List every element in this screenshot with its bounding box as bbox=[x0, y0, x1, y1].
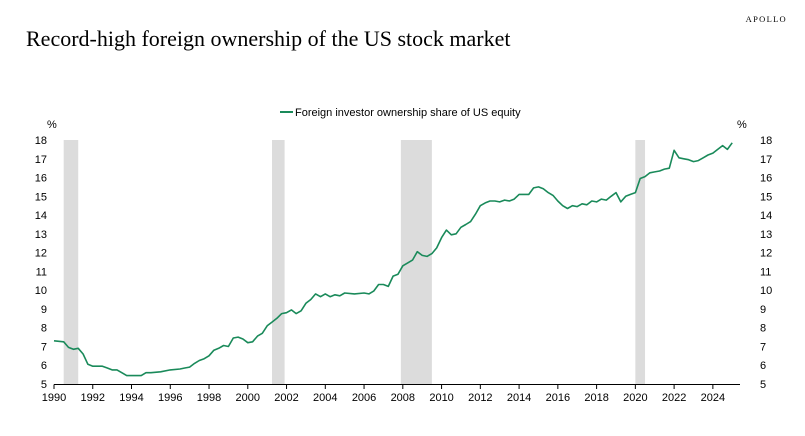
series-line bbox=[53, 142, 733, 377]
y-tick-label-left: 5 bbox=[41, 379, 47, 391]
x-tick-label: 1996 bbox=[158, 392, 182, 404]
legend-label: Foreign investor ownership share of US e… bbox=[295, 107, 521, 119]
x-tick-label: 2006 bbox=[352, 392, 376, 404]
y-tick-label-right: 12 bbox=[760, 248, 772, 260]
y-tick-label-right: 14 bbox=[760, 210, 772, 222]
x-tick-label: 1990 bbox=[42, 392, 66, 404]
x-tick-label: 2012 bbox=[468, 392, 492, 404]
y-tick-label-left: 8 bbox=[41, 323, 47, 335]
legend: Foreign investor ownership share of US e… bbox=[280, 107, 521, 119]
x-tick-label: 2018 bbox=[584, 392, 608, 404]
x-tick-label: 2010 bbox=[429, 392, 453, 404]
y-tick-label-left: 6 bbox=[41, 360, 47, 372]
y-axis-unit-right: % bbox=[737, 119, 747, 131]
y-tick-label-left: 10 bbox=[35, 285, 47, 297]
y-tick-label-right: 16 bbox=[760, 173, 772, 185]
recession-bands bbox=[63, 140, 646, 384]
y-tick-label-right: 8 bbox=[760, 323, 766, 335]
x-tick-label: 2000 bbox=[236, 392, 260, 404]
brand-logo: APOLLO bbox=[745, 14, 787, 24]
x-tick-label: 2004 bbox=[313, 392, 337, 404]
y-tick-label-left: 7 bbox=[41, 341, 47, 353]
y-tick-label-left: 13 bbox=[35, 229, 47, 241]
y-tick-label-right: 15 bbox=[760, 191, 772, 203]
y-tick-label-right: 5 bbox=[760, 379, 766, 391]
x-tick-label: 1994 bbox=[119, 392, 143, 404]
recession-band bbox=[400, 140, 432, 384]
x-tick-label: 2020 bbox=[623, 392, 647, 404]
y-tick-label-left: 16 bbox=[35, 173, 47, 185]
recession-band bbox=[272, 140, 285, 384]
x-axis: 1990 1992 1994 1996 1998 2000 2002 2004 2006 2008… bbox=[42, 384, 725, 404]
x-tick-label: 2016 bbox=[546, 392, 570, 404]
x-tick-label: 2024 bbox=[701, 392, 725, 404]
x-tick-label: 2002 bbox=[274, 392, 298, 404]
y-tick-label-right: 17 bbox=[760, 154, 772, 166]
y-axis-left: 5 6 7 8 9 10 11 12 13 14 15 16 17 18 bbox=[35, 135, 47, 391]
x-tick-label: 2022 bbox=[662, 392, 686, 404]
y-tick-label-right: 10 bbox=[760, 285, 772, 297]
y-tick-label-left: 18 bbox=[35, 135, 47, 147]
x-tick-label: 1992 bbox=[81, 392, 105, 404]
y-tick-label-left: 12 bbox=[35, 248, 47, 260]
y-tick-label-left: 14 bbox=[35, 210, 47, 222]
x-tick-label: 2008 bbox=[391, 392, 415, 404]
y-tick-label-right: 11 bbox=[760, 266, 771, 278]
y-tick-label-right: 9 bbox=[760, 304, 766, 316]
chart-title: Record-high foreign ownership of the US … bbox=[26, 26, 511, 51]
x-tick-label: 1998 bbox=[197, 392, 221, 404]
y-tick-label-right: 13 bbox=[760, 229, 772, 241]
recession-band bbox=[63, 140, 79, 384]
y-tick-label-right: 7 bbox=[760, 341, 766, 353]
y-tick-label-left: 15 bbox=[35, 191, 47, 203]
y-tick-label-left: 17 bbox=[35, 154, 47, 166]
x-tick-label: 2014 bbox=[507, 392, 531, 404]
y-tick-label-left: 9 bbox=[41, 304, 47, 316]
y-axis-unit-left: % bbox=[47, 119, 57, 131]
y-tick-label-left: 11 bbox=[36, 266, 47, 278]
y-tick-label-right: 18 bbox=[760, 135, 772, 147]
y-tick-label-right: 6 bbox=[760, 360, 766, 372]
y-axis-right: 5 6 7 8 9 10 11 12 13 14 15 16 17 18 bbox=[760, 135, 772, 391]
recession-band bbox=[635, 140, 646, 384]
